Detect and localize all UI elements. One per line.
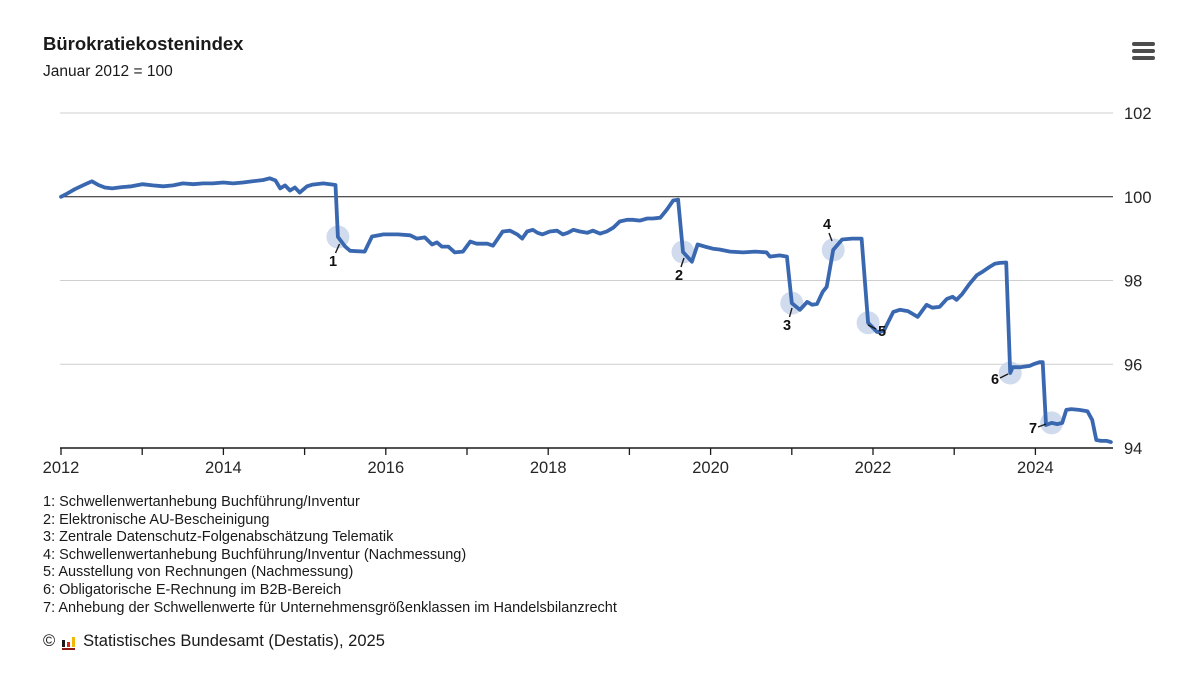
chart-canvas: 94 96 98 100 102 2012 2014 2016 2018 2020 2022 2024…	[43, 105, 1152, 477]
footnote-3: 3: Zentrale Datenschutz-Folgenabschätzun…	[43, 529, 394, 546]
footnote-1: 1: Schwellenwertanhebung Buchführung/Inv…	[43, 494, 360, 510]
index-line	[59, 176, 1113, 445]
y-axis-label-102: 102	[1124, 105, 1152, 123]
menu-bar	[1132, 42, 1155, 46]
y-axis-label-98: 98	[1124, 273, 1142, 291]
x-axis-label-2014: 2014	[205, 459, 242, 477]
menu-bar	[1132, 49, 1155, 53]
source-line: © Statistisches Bundesamt (Destatis), 20…	[43, 632, 385, 651]
annotation-leader-3	[788, 307, 793, 318]
x-axis-label-2022: 2022	[855, 459, 892, 477]
annotation-number-1: 1	[329, 254, 337, 270]
footnote-5: 5: Ausstellung von Rechnungen (Nachmessu…	[43, 564, 354, 581]
annotation-leader-5	[867, 324, 877, 330]
x-axis-label-2012: 2012	[43, 459, 80, 477]
annotation-leader-2	[680, 257, 685, 268]
chart-subtitle: Januar 2012 = 100	[43, 63, 173, 80]
hamburger-menu-icon[interactable]	[1132, 42, 1156, 62]
footnote-6: 6: Obligatorische E-Rechnung im B2B-Bere…	[43, 581, 342, 598]
annotation-leader-6	[999, 373, 1009, 379]
x-axis-label-2018: 2018	[530, 459, 567, 477]
annotation-number-6: 6	[991, 372, 999, 388]
annotation-number-5: 5	[878, 324, 886, 340]
x-axis-label-2024: 2024	[1017, 459, 1054, 477]
destatis-logo-icon	[62, 633, 76, 650]
annotation-number-4: 4	[823, 217, 831, 233]
source-text: Statistisches Bundesamt (Destatis), 2025	[83, 632, 385, 650]
y-axis-label-100: 100	[1124, 189, 1152, 207]
footnote-4: 4: Schwellenwertanhebung Buchführung/Inv…	[43, 546, 467, 563]
x-axis-label-2016: 2016	[367, 459, 404, 477]
y-axis-label-94: 94	[1124, 440, 1142, 458]
annotation-leader-4	[828, 232, 833, 242]
annotation-leader-7	[1037, 423, 1047, 428]
annotation-leader-1	[334, 243, 341, 254]
annotation-number-3: 3	[783, 318, 791, 334]
footnote-list: 1: Schwellenwertanhebung Buchführung/Inv…	[43, 494, 617, 617]
x-axis-label-2020: 2020	[692, 459, 729, 477]
page-title: Bürokratiekostenindex	[43, 33, 244, 54]
footnote-2: 2: Elektronische AU-Bescheinigung	[43, 511, 270, 528]
copyright-symbol: ©	[43, 632, 56, 650]
annotation-number-7: 7	[1029, 421, 1037, 437]
annotation-number-2: 2	[675, 268, 683, 284]
footnote-7: 7: Anhebung der Schwellenwerte für Unter…	[43, 599, 617, 616]
y-axis-label-96: 96	[1124, 356, 1142, 374]
menu-bar	[1132, 56, 1155, 61]
